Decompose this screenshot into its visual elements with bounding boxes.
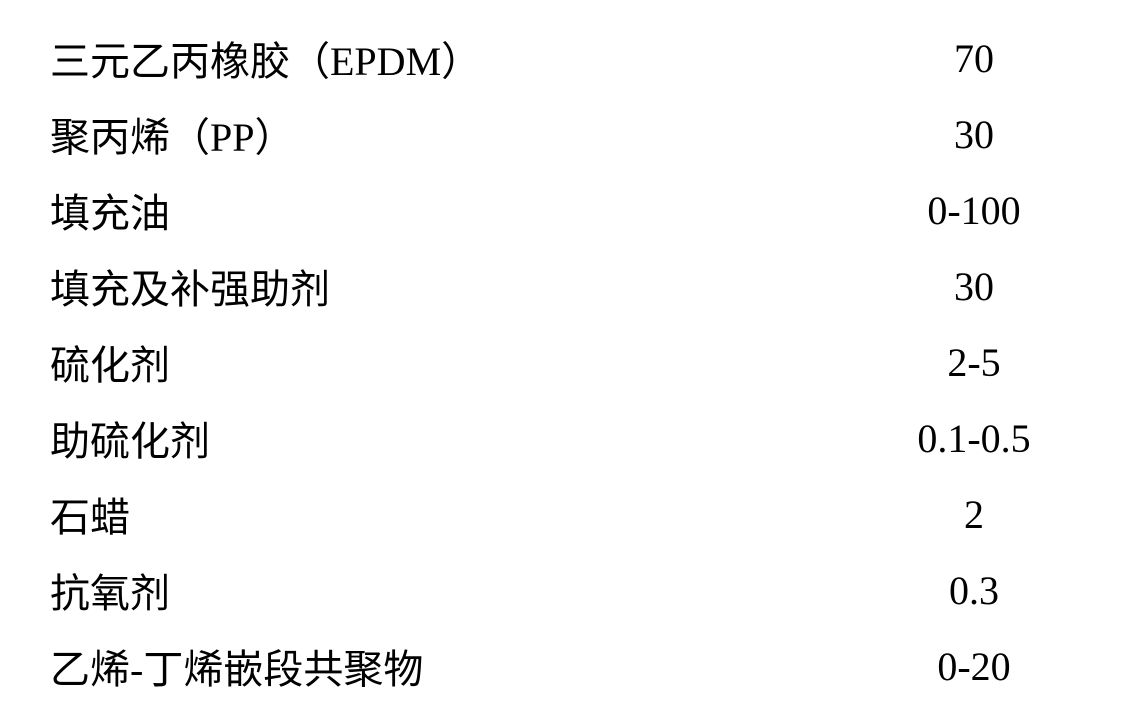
table-row: 填充及补强助剂 30: [50, 248, 1039, 324]
ingredient-label: 石蜡: [50, 485, 130, 543]
ingredient-value: 30: [909, 263, 1039, 310]
table-row: 聚丙烯（PP） 30: [50, 96, 1039, 172]
ingredient-label: 助硫化剂: [50, 409, 210, 467]
ingredient-label: 抗氧剂: [50, 561, 170, 619]
ingredient-value: 0-100: [909, 187, 1039, 234]
ingredient-label: 填充及补强助剂: [50, 257, 330, 315]
table-row: 石蜡 2: [50, 476, 1039, 552]
ingredient-label: 填充油: [50, 181, 170, 239]
ingredient-label: 三元乙丙橡胶（EPDM）: [50, 29, 481, 87]
table-row: 硫化剂 2-5: [50, 324, 1039, 400]
table-row: 乙烯-丁烯嵌段共聚物 0-20: [50, 628, 1039, 704]
table-row: 抗氧剂 0.3: [50, 552, 1039, 628]
ingredient-value: 0.1-0.5: [909, 415, 1039, 462]
ingredient-value: 70: [909, 35, 1039, 82]
ingredient-value: 2: [909, 491, 1039, 538]
ingredient-value: 2-5: [909, 339, 1039, 386]
ingredient-value: 30: [909, 111, 1039, 158]
table-row: 助硫化剂 0.1-0.5: [50, 400, 1039, 476]
table-row: 填充油 0-100: [50, 172, 1039, 248]
ingredient-label: 硫化剂: [50, 333, 170, 391]
table-row: 三元乙丙橡胶（EPDM） 70: [50, 20, 1039, 96]
ingredient-value: 0.3: [909, 567, 1039, 614]
ingredient-label: 乙烯-丁烯嵌段共聚物: [50, 637, 423, 695]
composition-table: 三元乙丙橡胶（EPDM） 70 聚丙烯（PP） 30 填充油 0-100 填充及…: [50, 20, 1039, 704]
ingredient-label: 聚丙烯（PP）: [50, 105, 295, 163]
ingredient-value: 0-20: [909, 643, 1039, 690]
